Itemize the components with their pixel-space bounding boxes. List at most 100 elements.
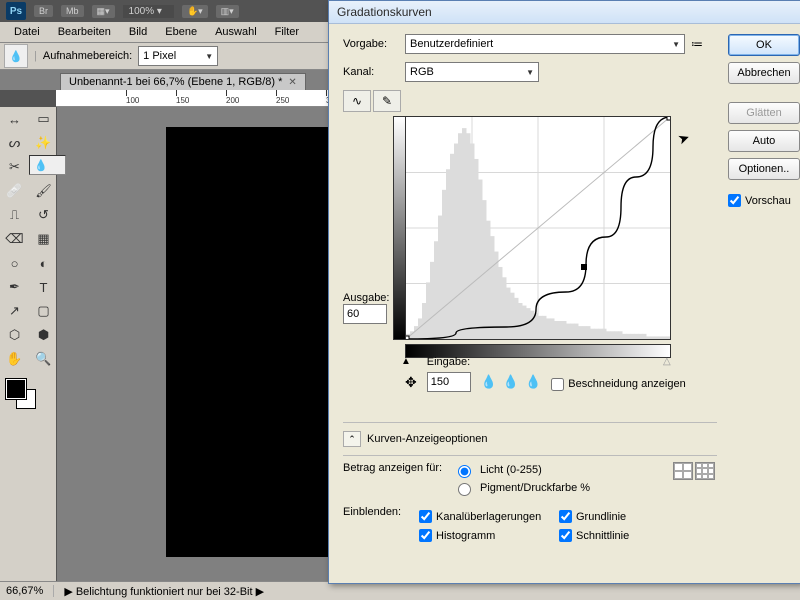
fg-swatch[interactable] — [6, 379, 26, 399]
curve-svg — [406, 117, 670, 339]
shape-tool[interactable]: ▢ — [29, 299, 58, 323]
color-swatches[interactable] — [0, 377, 56, 419]
curve-point-mode[interactable]: ∿ — [343, 90, 371, 112]
show-baseline-label: Grundlinie — [576, 511, 626, 523]
type-tool[interactable]: T — [29, 275, 58, 299]
input-label: Eingabe: — [427, 356, 470, 368]
current-tool-icon[interactable]: 💧 — [4, 44, 28, 68]
eyedropper-group: 💧 💧 💧 — [481, 374, 542, 390]
gray-eyedropper-icon[interactable]: 💧 — [503, 374, 519, 390]
display-opts-label: Kurven-Anzeigeoptionen — [367, 433, 487, 445]
menu-datei[interactable]: Datei — [6, 24, 48, 40]
show-hist-checkbox[interactable]: Histogramm — [419, 529, 559, 542]
preset-menu-icon[interactable]: ≔ — [691, 37, 703, 51]
marquee-tool[interactable]: ▭ — [29, 107, 58, 131]
curve-canvas[interactable] — [405, 116, 671, 340]
stamp-tool[interactable]: ⎍ — [0, 203, 29, 227]
dialog-buttons: OK Abbrechen Glätten Auto Optionen.. Vor… — [728, 34, 800, 207]
input-input[interactable] — [427, 372, 471, 392]
target-adjust-icon[interactable]: ✥ — [405, 374, 417, 391]
menu-bild[interactable]: Bild — [121, 24, 155, 40]
curve-draw-mode[interactable]: ✎ — [373, 90, 401, 112]
show-channel-label: Kanalüberlagerungen — [436, 511, 541, 523]
show-intersect-checkbox[interactable]: Schnittlinie — [559, 529, 679, 542]
collapse-icon[interactable]: ⌃ — [343, 431, 361, 447]
minibridge-pill[interactable]: Mb — [61, 5, 84, 17]
display-opts-expander[interactable]: ⌃ Kurven-Anzeigeoptionen — [343, 431, 717, 447]
cancel-button[interactable]: Abbrechen — [728, 62, 800, 84]
amount-light-label: Licht (0-255) — [480, 464, 542, 476]
show-label: Einblenden: — [343, 506, 419, 542]
channel-label: Kanal: — [343, 66, 399, 78]
show-hist-label: Histogramm — [436, 530, 495, 542]
smooth-button[interactable]: Glätten — [728, 102, 800, 124]
show-baseline-checkbox[interactable]: Grundlinie — [559, 510, 679, 523]
menu-filter[interactable]: Filter — [267, 24, 307, 40]
clipping-checkbox[interactable]: Beschneidung anzeigen — [551, 378, 685, 391]
hand-pill[interactable]: ✋▾ — [182, 5, 208, 18]
hand-tool[interactable]: ✋ — [0, 347, 29, 371]
input-clip-row: ✥ Eingabe: 💧 💧 💧 Beschneidung anzeigen — [405, 372, 686, 392]
channel-select[interactable]: RGB▼ — [405, 62, 539, 82]
status-zoom: 66,67% — [6, 585, 54, 597]
preset-row: Vorgabe: Benutzerdefiniert▼ ≔ — [343, 34, 791, 54]
bridge-pill[interactable]: Br — [34, 5, 53, 17]
zoom-select[interactable]: 100% ▾ — [123, 5, 174, 18]
preview-checkbox[interactable]: Vorschau — [728, 194, 800, 207]
clipping-label: Beschneidung anzeigen — [568, 378, 685, 390]
grid-4-icon[interactable] — [673, 462, 693, 480]
brush-tool[interactable]: 🖌 — [29, 179, 58, 203]
channel-value: RGB — [410, 66, 434, 78]
dodge-tool[interactable]: ◐ — [29, 251, 58, 275]
path-tool[interactable]: ↗ — [0, 299, 29, 323]
lasso-tool[interactable]: ᔕ — [0, 131, 29, 155]
grid-9-icon[interactable] — [695, 462, 715, 480]
amount-label: Betrag anzeigen für: — [343, 462, 453, 498]
sample-size-select[interactable]: 1 Pixel▼ — [138, 46, 218, 66]
amount-light-radio[interactable]: Licht (0-255) — [453, 462, 590, 478]
channel-row: Kanal: RGB▼ — [343, 62, 791, 82]
amount-pigment-label: Pigment/Druckfarbe % — [480, 482, 590, 494]
dialog-title: Gradationskurven — [329, 1, 800, 24]
document-tab[interactable]: Unbenannt-1 bei 66,7% (Ebene 1, RGB/8) *… — [60, 73, 306, 90]
black-eyedropper-icon[interactable]: 💧 — [481, 374, 497, 390]
amount-pigment-radio[interactable]: Pigment/Druckfarbe % — [453, 480, 590, 496]
show-intersect-label: Schnittlinie — [576, 530, 629, 542]
show-channel-checkbox[interactable]: Kanalüberlagerungen — [419, 510, 559, 523]
wand-tool[interactable]: ✨ — [29, 131, 58, 155]
options-button[interactable]: Optionen.. — [728, 158, 800, 180]
app-logo: Ps — [6, 2, 26, 20]
output-box: Ausgabe: — [343, 292, 389, 324]
output-input[interactable] — [343, 304, 387, 324]
black-slider[interactable]: ▲ — [401, 356, 411, 367]
sample-size-value: 1 Pixel — [143, 50, 176, 62]
screenmode-pill[interactable]: ▦▾ — [92, 5, 115, 18]
menu-ebene[interactable]: Ebene — [157, 24, 205, 40]
gradient-tool[interactable]: ▦ — [29, 227, 58, 251]
ok-button[interactable]: OK — [728, 34, 800, 56]
document-tab-title: Unbenannt-1 bei 66,7% (Ebene 1, RGB/8) * — [69, 76, 282, 88]
3d-cam-tool[interactable]: ⬢ — [29, 323, 58, 347]
preview-label: Vorschau — [745, 195, 791, 207]
zoom-value: 100% — [129, 6, 155, 17]
crop-tool[interactable]: ✂ — [0, 155, 29, 179]
curve-area: ▲ △ Ausgabe: — [343, 116, 791, 366]
zoom-tool[interactable]: 🔍 — [29, 347, 58, 371]
auto-button[interactable]: Auto — [728, 130, 800, 152]
3d-tool[interactable]: ⬡ — [0, 323, 29, 347]
curve-mode-buttons: ∿ ✎ — [343, 90, 401, 112]
eraser-tool[interactable]: ⌫ — [0, 227, 29, 251]
menu-bearbeiten[interactable]: Bearbeiten — [50, 24, 119, 40]
arrange-pill[interactable]: ▥▾ — [216, 5, 239, 18]
white-eyedropper-icon[interactable]: 💧 — [525, 374, 541, 390]
move-tool[interactable]: ↔ — [0, 107, 29, 131]
preset-select[interactable]: Benutzerdefiniert▼ — [405, 34, 685, 54]
heal-tool[interactable]: 🩹 — [0, 179, 29, 203]
menu-auswahl[interactable]: Auswahl — [207, 24, 265, 40]
input-box: Eingabe: — [427, 372, 471, 392]
pen-tool[interactable]: ✒ — [0, 275, 29, 299]
white-slider[interactable]: △ — [663, 356, 671, 367]
history-brush-tool[interactable]: ↺ — [29, 203, 58, 227]
blur-tool[interactable]: ○ — [0, 251, 29, 275]
close-tab-icon[interactable]: ✕ — [288, 77, 296, 88]
